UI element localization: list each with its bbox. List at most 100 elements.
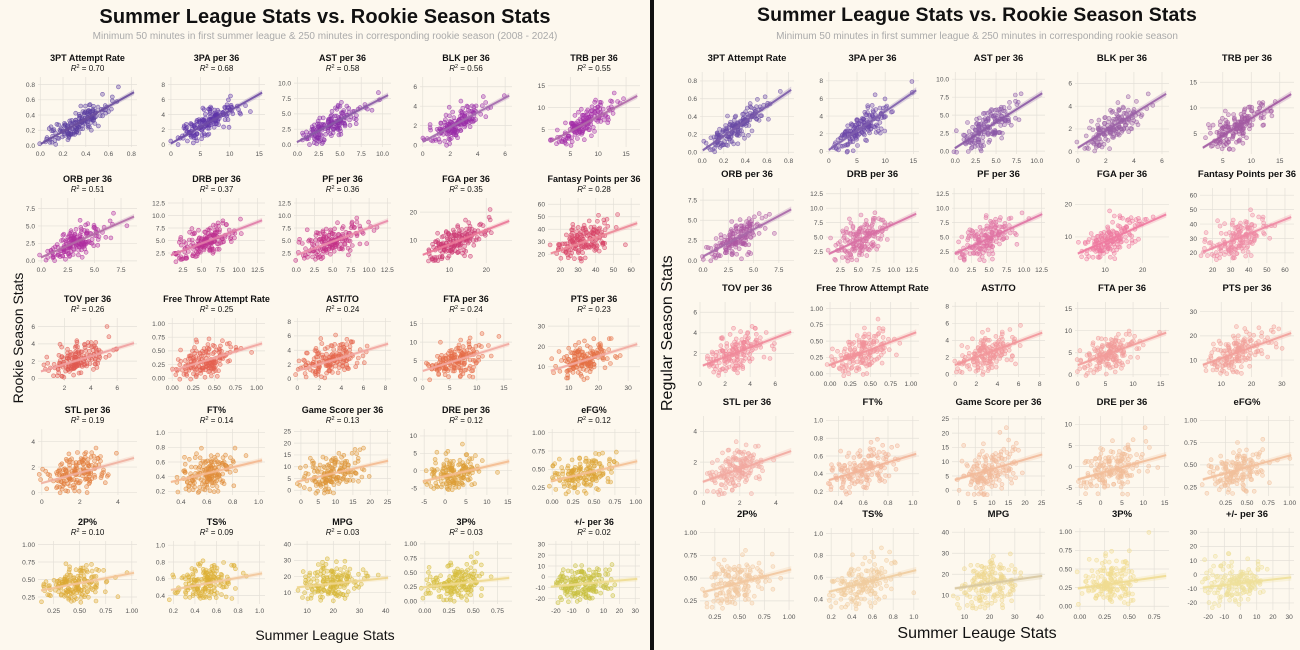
data-point (329, 458, 334, 463)
y-tick-label: 5 (541, 127, 545, 134)
data-point (300, 595, 305, 600)
data-point (334, 113, 339, 119)
data-point (233, 468, 238, 474)
data-point (608, 361, 613, 366)
data-point (466, 238, 472, 244)
data-point (320, 454, 326, 460)
data-point (347, 347, 353, 353)
data-point (213, 583, 218, 588)
r-squared-label: R2 = 0.51 (71, 185, 105, 194)
data-point (557, 242, 563, 247)
data-point (434, 575, 439, 581)
data-point (610, 593, 616, 598)
data-point (427, 122, 433, 127)
data-point (85, 125, 91, 130)
subplot-title: Fantasy Points per 36 (547, 174, 640, 184)
y-tick-label: 0.75 (22, 559, 35, 566)
data-point (193, 348, 199, 354)
data-point (478, 221, 484, 227)
y-tick-label: 7.5 (282, 96, 291, 103)
x-tick-label: 2 (318, 385, 322, 392)
data-point (187, 355, 193, 361)
y-tick-label: 20 (538, 344, 546, 351)
y-tick-label: 30 (538, 239, 546, 246)
x-tick-label: 20 (595, 385, 603, 392)
x-tick-label: 2 (448, 151, 452, 158)
x-tick-label: 0.4 (176, 499, 185, 506)
data-point (101, 568, 106, 573)
data-point (456, 342, 462, 348)
subplot-title: AST per 36 (319, 53, 366, 63)
x-tick-label: 12.5 (251, 267, 264, 274)
data-point (554, 471, 560, 476)
data-point (69, 598, 74, 604)
x-tick-label: 10 (303, 608, 311, 615)
data-point (192, 133, 198, 138)
data-point (219, 592, 224, 597)
y-tick-label: 7.5 (282, 225, 291, 232)
x-tick-label: 0.75 (491, 608, 504, 615)
y-tick-label: 5.0 (282, 238, 291, 245)
data-point (336, 365, 342, 371)
y-tick-label: 20 (284, 440, 292, 447)
x-tick-label: 1.00 (250, 385, 263, 392)
data-point (196, 227, 201, 233)
data-point (468, 554, 474, 560)
data-point (209, 480, 215, 486)
data-point (746, 123, 752, 128)
y-tick-label: 2 (31, 358, 35, 365)
data-point (471, 560, 476, 565)
x-tick-label: 10.0 (232, 267, 245, 274)
data-point (91, 117, 96, 122)
data-point (217, 348, 223, 353)
data-point (568, 143, 574, 148)
data-point (309, 124, 315, 130)
y-tick-label: 8 (161, 82, 165, 89)
r-squared-label: R2 = 0.36 (326, 185, 360, 194)
x-tick-label: 0.6 (762, 158, 771, 165)
data-point (587, 114, 593, 120)
x-tick-label: 5.0 (197, 267, 206, 274)
x-tick-label: 15 (504, 499, 512, 506)
data-point (357, 241, 363, 247)
data-point (591, 589, 597, 594)
data-point (369, 107, 375, 113)
data-point (560, 574, 566, 579)
data-point (549, 356, 555, 362)
y-tick-label: 2.5 (282, 250, 291, 257)
data-point (215, 107, 220, 113)
data-point (349, 221, 355, 226)
r-squared-label: R2 = 0.02 (577, 528, 611, 537)
data-point (438, 120, 444, 126)
y-tick-label: 0 (413, 376, 417, 383)
data-point (61, 356, 66, 361)
y-tick-label: 0.8 (26, 82, 35, 89)
data-point (80, 457, 85, 462)
data-point (468, 253, 473, 259)
data-point (305, 254, 310, 260)
data-point (223, 452, 228, 458)
x-tick-label: 1.0 (254, 499, 263, 506)
data-point (438, 573, 443, 579)
data-point (185, 138, 190, 144)
subplot-title: FT% (207, 405, 226, 415)
data-point (67, 118, 72, 124)
data-point (592, 110, 598, 115)
data-point (315, 488, 321, 494)
y-tick-label: 4 (413, 103, 417, 110)
data-point (226, 97, 231, 103)
data-point (248, 109, 253, 114)
data-point (189, 478, 195, 483)
data-point (340, 246, 345, 252)
data-point (845, 123, 850, 129)
y-tick-label: 5 (413, 451, 417, 458)
data-point (215, 246, 220, 252)
data-point (559, 138, 564, 144)
y-tick-label: 10 (410, 433, 418, 440)
data-point (305, 596, 311, 602)
y-tick-label: 2 (819, 131, 823, 138)
data-point (190, 571, 195, 577)
x-tick-label: 0.8 (228, 499, 237, 506)
data-point (486, 343, 491, 348)
